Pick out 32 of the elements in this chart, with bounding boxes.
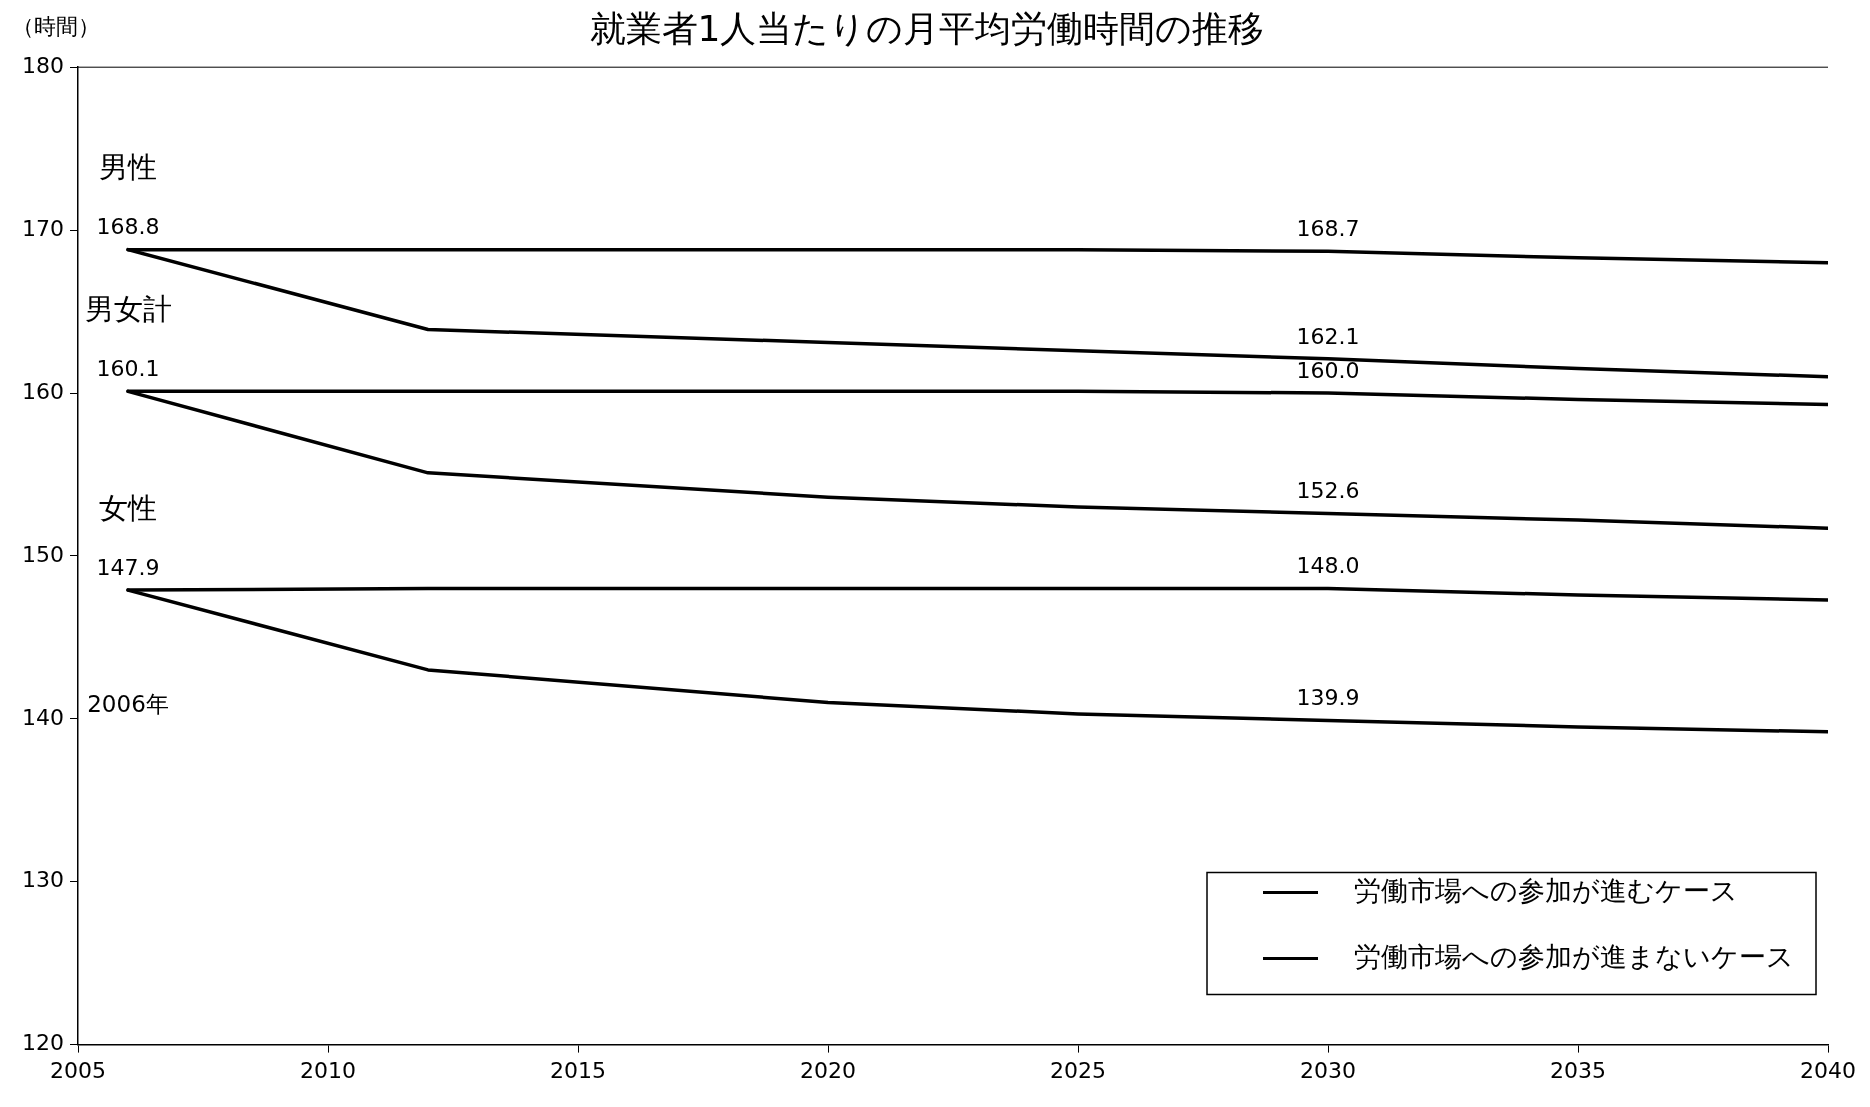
y-tick-label: 150	[22, 541, 64, 567]
legend-label: 労働市場への参加が進むケース	[1354, 874, 1739, 906]
x-tick-label: 2015	[550, 1057, 606, 1083]
y-tick-label: 160	[22, 378, 64, 404]
legend-label: 労働市場への参加が進まないケース	[1354, 940, 1795, 972]
data-label: 147.9	[96, 554, 160, 580]
data-label: 160.1	[96, 356, 160, 382]
x-tick-label: 2020	[800, 1057, 856, 1083]
x-tick-label: 2035	[1550, 1057, 1607, 1083]
y-tick-label: 140	[22, 704, 64, 730]
annotation: 男女計	[84, 291, 172, 326]
y-axis-title: （時間）	[12, 13, 100, 39]
data-label: 139.9	[1296, 685, 1360, 711]
x-tick-label: 2010	[300, 1057, 356, 1083]
data-label: 162.1	[1296, 323, 1360, 349]
data-label: 160.0	[1296, 357, 1360, 383]
x-tick-label: 2025	[1050, 1057, 1106, 1083]
data-label: 168.7	[1296, 216, 1360, 241]
x-tick-label: 2040	[1800, 1057, 1857, 1083]
y-tick-label: 180	[22, 52, 64, 78]
data-label: 168.8	[96, 214, 160, 240]
y-tick-label: 130	[22, 867, 64, 893]
x-tick-label: 2030	[1300, 1057, 1356, 1083]
y-tick-label: 170	[22, 215, 64, 241]
chart-title: 就業者1人当たりの月平均労働時間の推移	[589, 7, 1265, 49]
x-tick-label: 2005	[50, 1057, 106, 1083]
annotation: 男性	[99, 150, 157, 185]
annotation: 女性	[99, 490, 157, 525]
data-label: 152.6	[1296, 478, 1360, 504]
annotation: 2006年	[87, 691, 169, 718]
data-label: 148.0	[1296, 553, 1360, 579]
y-tick-label: 120	[22, 1030, 64, 1056]
